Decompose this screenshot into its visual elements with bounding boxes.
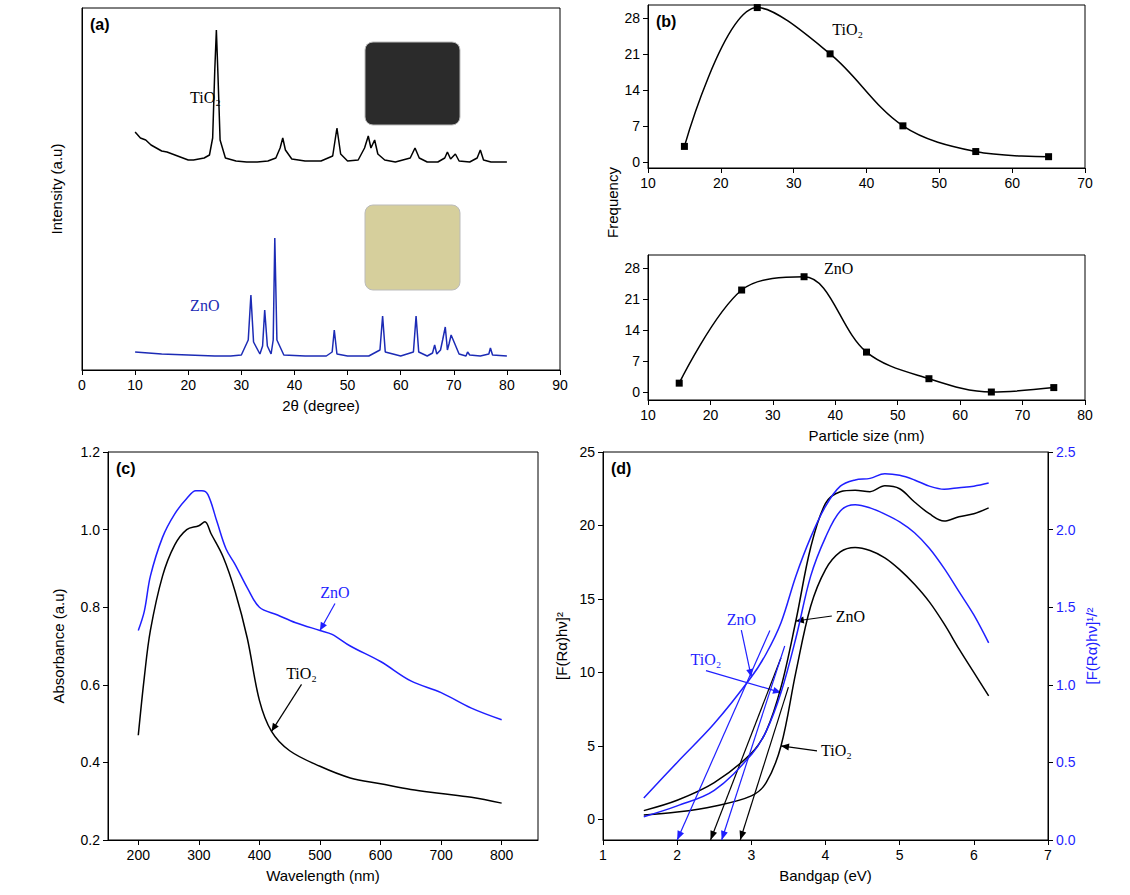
svg-text:[F(Rα)hν]²: [F(Rα)hν]² [553, 612, 570, 680]
svg-text:80: 80 [499, 377, 515, 393]
svg-text:0: 0 [632, 384, 640, 400]
svg-text:21: 21 [624, 291, 640, 307]
svg-text:(c): (c) [116, 460, 136, 477]
svg-text:7: 7 [632, 353, 640, 369]
svg-text:0: 0 [78, 377, 86, 393]
svg-text:10: 10 [640, 407, 656, 423]
svg-text:TiO₂: TiO₂ [832, 21, 863, 38]
svg-text:800: 800 [490, 847, 514, 863]
svg-text:400: 400 [248, 847, 272, 863]
svg-text:28: 28 [624, 10, 640, 26]
svg-text:0.4: 0.4 [81, 754, 101, 770]
svg-text:7: 7 [1044, 847, 1052, 863]
svg-text:TiO₂: TiO₂ [821, 742, 852, 759]
svg-text:7: 7 [632, 118, 640, 134]
svg-text:50: 50 [340, 377, 356, 393]
svg-text:50: 50 [890, 407, 906, 423]
svg-text:Bandgap (eV): Bandgap (eV) [779, 867, 872, 884]
svg-text:(b): (b) [656, 13, 676, 30]
svg-text:40: 40 [859, 175, 875, 191]
svg-text:1.2: 1.2 [81, 444, 101, 460]
svg-text:TiO₂: TiO₂ [691, 651, 722, 668]
svg-text:(d): (d) [611, 460, 631, 477]
svg-text:5: 5 [587, 738, 595, 754]
svg-text:90: 90 [552, 377, 568, 393]
svg-text:0: 0 [587, 811, 595, 827]
svg-text:5: 5 [896, 847, 904, 863]
svg-text:3: 3 [747, 847, 755, 863]
svg-text:40: 40 [287, 377, 303, 393]
svg-text:30: 30 [234, 377, 250, 393]
svg-text:TiO₂: TiO₂ [286, 665, 317, 682]
svg-text:2.0: 2.0 [1056, 522, 1076, 538]
svg-text:500: 500 [308, 847, 332, 863]
svg-text:1.5: 1.5 [1056, 599, 1076, 615]
svg-text:Absorbance (a.u): Absorbance (a.u) [50, 588, 67, 703]
svg-text:60: 60 [952, 407, 968, 423]
svg-text:1.0: 1.0 [1056, 677, 1076, 693]
svg-text:15: 15 [579, 591, 595, 607]
svg-text:ZnO: ZnO [836, 608, 865, 625]
svg-text:70: 70 [1077, 175, 1093, 191]
svg-text:ZnO: ZnO [824, 260, 853, 277]
svg-text:60: 60 [393, 377, 409, 393]
svg-text:[F(Rα)hν]¹/²: [F(Rα)hν]¹/² [1083, 608, 1100, 685]
svg-text:0.5: 0.5 [1056, 754, 1076, 770]
svg-text:6: 6 [970, 847, 978, 863]
svg-text:ZnO: ZnO [190, 297, 219, 314]
svg-text:2.5: 2.5 [1056, 444, 1076, 460]
svg-text:700: 700 [429, 847, 453, 863]
svg-text:40: 40 [827, 407, 843, 423]
svg-text:300: 300 [187, 847, 211, 863]
svg-text:0.0: 0.0 [1056, 832, 1076, 848]
svg-text:0: 0 [632, 154, 640, 170]
svg-text:1.0: 1.0 [81, 522, 101, 538]
svg-text:TiO₂: TiO₂ [190, 89, 221, 106]
svg-text:0.8: 0.8 [81, 599, 101, 615]
svg-text:10: 10 [579, 664, 595, 680]
svg-text:4: 4 [822, 847, 830, 863]
svg-text:30: 30 [786, 175, 802, 191]
svg-text:60: 60 [1004, 175, 1020, 191]
svg-text:21: 21 [624, 46, 640, 62]
svg-text:10: 10 [127, 377, 143, 393]
svg-text:2θ (degree): 2θ (degree) [282, 397, 360, 414]
svg-text:2: 2 [673, 847, 681, 863]
svg-text:0.2: 0.2 [81, 832, 101, 848]
svg-text:(a): (a) [90, 16, 110, 33]
svg-text:20: 20 [180, 377, 196, 393]
svg-text:600: 600 [369, 847, 393, 863]
svg-text:25: 25 [579, 444, 595, 460]
svg-text:70: 70 [446, 377, 462, 393]
svg-text:ZnO: ZnO [320, 584, 349, 601]
svg-text:20: 20 [703, 407, 719, 423]
svg-text:20: 20 [579, 517, 595, 533]
svg-text:28: 28 [624, 260, 640, 276]
svg-text:Wavelength (nm): Wavelength (nm) [266, 867, 380, 884]
svg-text:200: 200 [127, 847, 151, 863]
svg-text:30: 30 [765, 407, 781, 423]
svg-text:Intensity (a.u): Intensity (a.u) [48, 144, 65, 235]
svg-text:0.6: 0.6 [81, 677, 101, 693]
svg-text:ZnO: ZnO [727, 611, 756, 628]
svg-text:80: 80 [1077, 407, 1093, 423]
svg-text:10: 10 [640, 175, 656, 191]
svg-text:Particle size (nm): Particle size (nm) [809, 427, 925, 444]
svg-text:20: 20 [713, 175, 729, 191]
svg-text:14: 14 [624, 322, 640, 338]
svg-text:14: 14 [624, 82, 640, 98]
svg-text:1: 1 [599, 847, 607, 863]
svg-text:70: 70 [1015, 407, 1031, 423]
svg-text:Frequency: Frequency [604, 167, 621, 238]
svg-text:50: 50 [932, 175, 948, 191]
